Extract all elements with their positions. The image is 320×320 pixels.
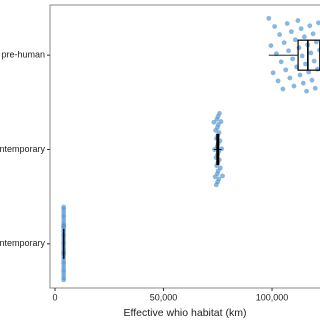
data-point <box>316 20 320 26</box>
data-point <box>301 34 307 40</box>
data-point <box>61 206 67 212</box>
data-point <box>219 146 225 152</box>
data-point <box>312 85 318 91</box>
data-point <box>298 26 304 32</box>
data-point <box>296 45 302 51</box>
data-point <box>290 56 296 62</box>
data-point <box>306 69 312 75</box>
data-point <box>61 223 67 228</box>
data-point <box>308 50 314 56</box>
data-point <box>216 130 222 135</box>
data-point <box>304 88 309 94</box>
data-point <box>217 165 223 171</box>
plot-area <box>61 15 320 283</box>
data-point <box>292 37 298 43</box>
y-tick-label: ntemporary <box>0 238 45 248</box>
data-point <box>295 18 301 23</box>
data-point <box>303 61 308 67</box>
data-point <box>309 77 315 83</box>
data-point <box>283 67 289 73</box>
data-point <box>61 214 67 220</box>
data-point <box>291 83 297 89</box>
panel-border <box>49 4 320 289</box>
data-point <box>61 261 67 267</box>
data-point <box>217 111 222 116</box>
data-point <box>297 72 303 78</box>
data-point <box>220 173 225 179</box>
data-point <box>280 86 286 92</box>
data-point <box>268 43 274 49</box>
x-axis-title: Effective whio habitat (km) <box>124 307 247 319</box>
data-point <box>277 32 283 37</box>
data-point <box>281 40 287 46</box>
data-point <box>216 176 222 182</box>
data-point <box>310 31 316 37</box>
data-point <box>299 53 305 59</box>
data-point <box>314 66 320 72</box>
data-point <box>266 15 272 21</box>
data-point <box>61 269 67 275</box>
data-point <box>61 277 67 283</box>
data-point <box>284 21 290 26</box>
data-point <box>311 58 317 64</box>
data-point <box>287 75 293 81</box>
data-point <box>272 24 278 29</box>
x-tick-label: 50,000 <box>150 292 178 302</box>
y-tick-label: pre-human <box>1 50 45 60</box>
x-tick-label: 100,000 <box>256 292 289 302</box>
data-point <box>211 119 217 125</box>
data-point <box>286 48 291 54</box>
data-point <box>270 70 276 76</box>
y-tick-label: ntemporary <box>0 144 45 154</box>
data-point <box>288 29 294 35</box>
data-point <box>218 119 224 124</box>
data-point <box>278 59 284 65</box>
data-point <box>307 23 313 29</box>
data-point <box>300 80 306 86</box>
data-point <box>275 78 281 84</box>
x-tick-label: 0 <box>52 292 57 302</box>
